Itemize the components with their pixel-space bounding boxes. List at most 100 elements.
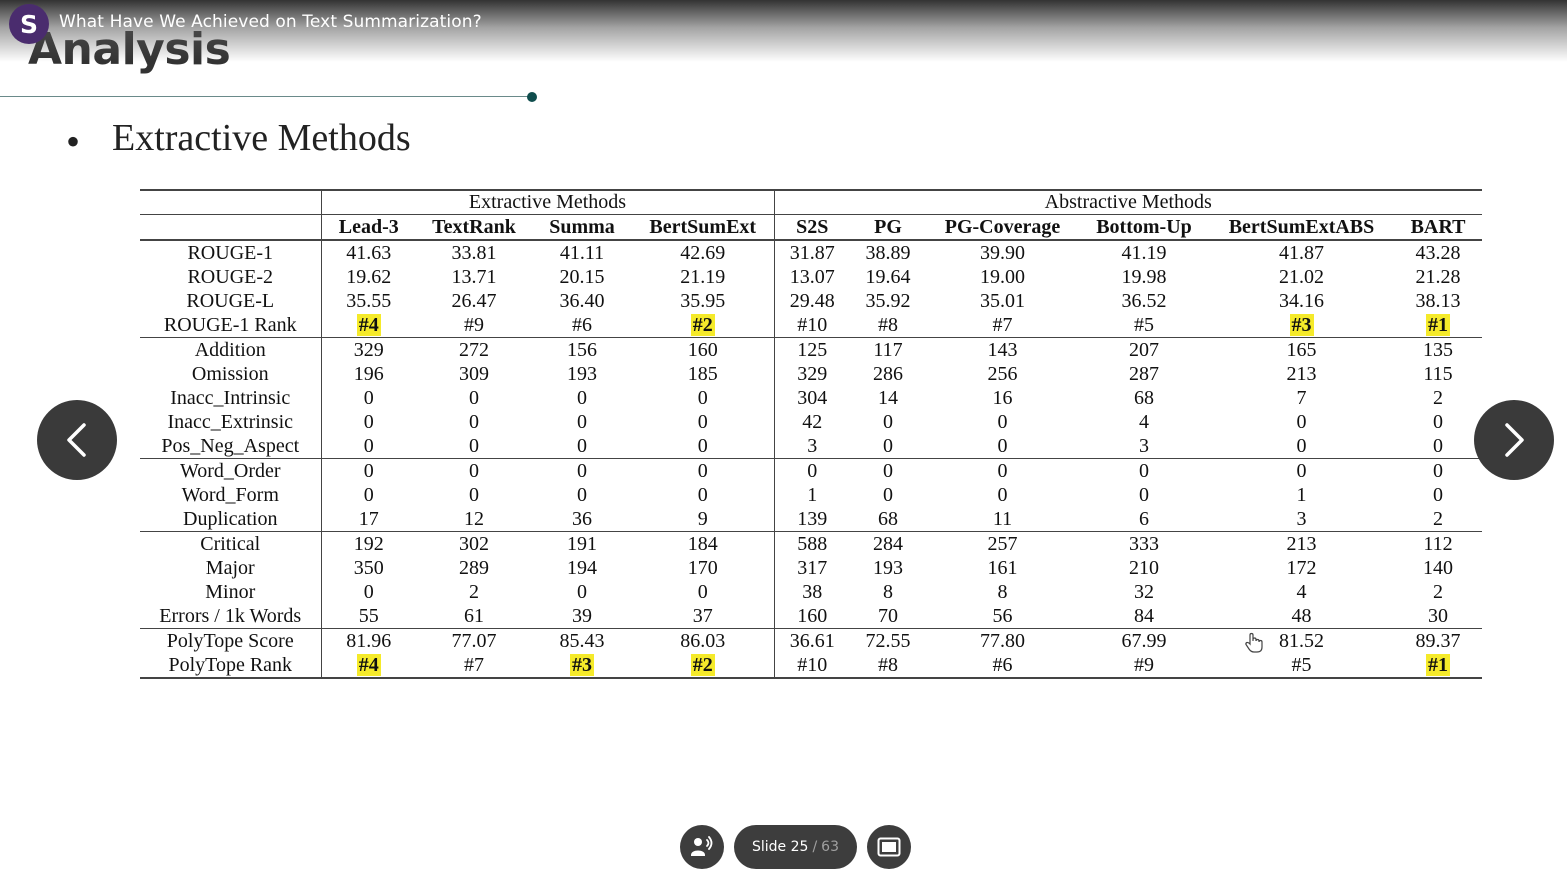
table-cell: 39.90 (980, 241, 1025, 264)
table-row: Critical 192 302 191 184 588 284 257 333 213 112 (140, 531, 1482, 556)
table-cell: 43.28 (1415, 241, 1461, 264)
logo[interactable]: S (9, 4, 49, 44)
table-row: Inacc_Extrinsic 0 0 0 0 42 0 0 4 0 0 (140, 410, 1482, 434)
table-cell: 333 (1079, 531, 1209, 556)
table-cell: 38.13 (1415, 289, 1461, 312)
table-cell: 70 (878, 604, 898, 627)
table-cell: 160 (632, 337, 775, 362)
table-cell: 35.92 (865, 289, 911, 312)
slide-number: Slide 25 (752, 839, 809, 855)
table-cell: 257 (926, 531, 1079, 556)
table-cell: #9 (464, 313, 484, 336)
table-row: Errors / 1k Words 55 61 39 37 160 70 56 84 48 30 (140, 604, 1482, 629)
table-cell: 284 (850, 531, 926, 556)
table-cell: #1 (1394, 653, 1482, 679)
next-slide-button[interactable] (1474, 400, 1554, 480)
table-cell: 0 (469, 434, 479, 457)
column-header: TextRank (416, 214, 532, 241)
table-row: ROUGE-1 41.63 33.81 41.11 42.69 31.87 38.89 39.… (140, 240, 1482, 265)
table-cell: 125 (774, 337, 850, 362)
table-cell: 0 (363, 386, 374, 409)
column-header: Lead-3 (321, 214, 416, 241)
table-cell: 67.99 (1079, 628, 1209, 653)
table-cell: 0 (1079, 458, 1209, 483)
narration-button[interactable] (680, 825, 724, 869)
table-cell: 172 (1286, 556, 1317, 579)
table-cell: 0 (1296, 410, 1307, 433)
table-cell: 117 (850, 337, 926, 362)
table-cell: 0 (363, 410, 374, 433)
table-cell: 41.63 (346, 241, 392, 264)
table-cell: 213 (1286, 362, 1317, 385)
table-cell: 8 (997, 580, 1008, 603)
table-cell: 32 (1134, 580, 1154, 603)
table-cell: 55 (358, 604, 379, 627)
group-header-extractive: Extractive Methods (321, 189, 775, 215)
table-cell: 165 (1209, 337, 1394, 362)
table-cell: 17 (358, 507, 379, 530)
table-cell: 0 (997, 483, 1008, 506)
column-header: PG (850, 214, 926, 241)
bullet-text: Extractive Methods (112, 117, 411, 159)
table-cell: 41.87 (1279, 241, 1324, 264)
speaker-person-icon (691, 836, 713, 856)
table-cell: 36.40 (559, 289, 605, 312)
table-cell: 0 (632, 386, 775, 410)
fullscreen-button[interactable] (867, 825, 911, 869)
table-cell: 0 (883, 410, 893, 433)
table-cell: 81.52 (1209, 628, 1394, 653)
table-cell: 0 (1394, 458, 1482, 483)
table-cell: 0 (1433, 483, 1443, 506)
table-cell: 21.19 (632, 265, 775, 289)
table-cell: #7 (416, 653, 532, 679)
corner-cell (140, 214, 322, 241)
table-cell: 588 (774, 531, 850, 556)
table-cell: 2 (1433, 507, 1443, 530)
table-cell: 35.01 (980, 289, 1025, 312)
table-cell: 36.61 (774, 628, 850, 653)
table-cell: 140 (1423, 556, 1453, 579)
table-cell: 196 (353, 362, 384, 385)
table-cell: 72.55 (850, 628, 926, 653)
hand-cursor-icon (1245, 632, 1263, 653)
table-cell: 0 (577, 483, 587, 506)
table-row: Inacc_Intrinsic 0 0 0 0 304 14 16 68 7 2 (140, 386, 1482, 410)
corner-cell (140, 189, 322, 215)
table-cell: 36.52 (1121, 289, 1167, 312)
table-row: Word_Order 0 0 0 0 0 0 0 0 0 0 (140, 458, 1482, 483)
table-cell: 68 (1134, 386, 1154, 409)
table-cell: 38.89 (865, 241, 911, 264)
table-cell: 0 (926, 458, 1079, 483)
table-cell: 156 (532, 337, 632, 362)
row-label: Word_Form (140, 483, 322, 507)
table-cell: 0 (363, 483, 374, 506)
table-cell: 61 (464, 604, 484, 627)
table-cell: 21.02 (1279, 265, 1324, 288)
table-cell: 309 (459, 362, 489, 385)
table-cell: 210 (1129, 556, 1159, 579)
highlighted-rank: #3 (570, 653, 594, 676)
table-cell: 0 (774, 458, 850, 483)
table-cell: 289 (459, 556, 489, 579)
table-cell: 35.55 (346, 289, 392, 312)
table-cell: #10 (774, 653, 850, 679)
table-cell: 302 (416, 531, 532, 556)
table-cell: 0 (632, 458, 775, 483)
previous-slide-button[interactable] (37, 400, 117, 480)
table-cell: 38 (802, 580, 823, 603)
highlighted-rank: #2 (690, 653, 715, 676)
table-cell: 0 (997, 434, 1008, 457)
table-cell: 0 (532, 458, 632, 483)
table-cell: 0 (577, 410, 587, 433)
table-cell: 2 (1433, 386, 1443, 409)
table-cell: 16 (992, 386, 1013, 409)
table-row: ROUGE-L 35.55 26.47 36.40 35.95 29.48 35.92 35.… (140, 289, 1482, 313)
table-row: Major 350 289 194 170 317 193 161 210 172 140 (140, 556, 1482, 580)
table-cell: 19.64 (865, 265, 911, 288)
table-cell: 30 (1428, 604, 1448, 627)
table-cell: 0 (1139, 483, 1149, 506)
table-cell: 185 (632, 362, 775, 386)
table-row: Minor 0 2 0 0 38 8 8 32 4 2 (140, 580, 1482, 604)
table-cell: 37 (632, 604, 775, 629)
column-header: Summa (532, 214, 632, 241)
